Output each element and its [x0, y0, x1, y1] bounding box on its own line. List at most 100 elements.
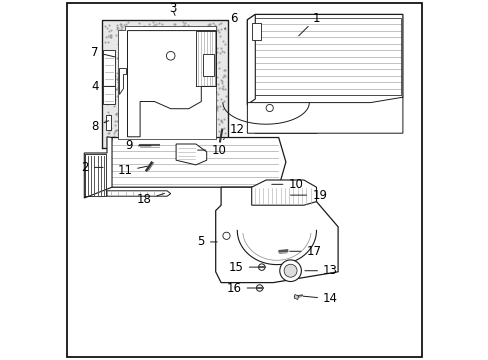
Point: [157, 47, 164, 53]
Text: 19: 19: [290, 189, 326, 202]
Point: [163, 40, 171, 46]
Point: [110, 133, 118, 139]
Point: [119, 97, 127, 103]
Point: [167, 50, 175, 55]
Point: [138, 111, 146, 117]
Point: [119, 35, 127, 40]
Point: [113, 118, 121, 123]
Text: 14: 14: [303, 292, 337, 305]
Point: [137, 60, 144, 66]
Point: [198, 135, 205, 141]
Point: [160, 110, 167, 116]
Point: [150, 94, 158, 100]
Point: [122, 21, 129, 27]
Point: [209, 60, 217, 66]
Text: 6: 6: [224, 12, 237, 29]
Point: [195, 73, 203, 78]
Point: [139, 74, 147, 80]
Point: [163, 109, 171, 115]
Point: [167, 40, 175, 46]
Point: [123, 136, 131, 142]
Point: [213, 105, 221, 111]
Point: [120, 34, 128, 40]
Point: [197, 51, 204, 57]
Point: [138, 128, 145, 134]
Point: [212, 45, 220, 50]
Polygon shape: [107, 191, 170, 196]
Point: [172, 35, 180, 40]
Point: [107, 134, 115, 140]
Point: [106, 127, 114, 133]
Point: [202, 131, 209, 137]
Point: [113, 70, 121, 76]
Point: [199, 123, 206, 129]
Point: [131, 44, 139, 49]
Point: [128, 94, 136, 100]
Polygon shape: [119, 68, 125, 94]
Point: [154, 116, 162, 122]
Text: 17: 17: [289, 245, 321, 258]
Point: [129, 59, 137, 65]
Point: [175, 27, 183, 33]
Point: [220, 116, 227, 121]
Point: [134, 127, 142, 133]
Point: [129, 62, 137, 68]
Point: [105, 122, 113, 128]
Point: [169, 72, 177, 78]
Point: [121, 85, 128, 91]
Point: [105, 113, 113, 118]
Point: [113, 77, 121, 82]
Point: [195, 24, 203, 30]
Point: [112, 86, 120, 92]
Point: [220, 67, 227, 73]
Point: [162, 86, 170, 91]
Point: [186, 129, 194, 134]
Point: [150, 68, 158, 74]
Point: [132, 127, 140, 132]
Point: [104, 33, 112, 39]
Point: [177, 126, 185, 132]
Point: [170, 87, 178, 93]
Point: [202, 24, 209, 30]
Point: [112, 137, 120, 143]
Point: [165, 44, 173, 50]
Point: [126, 119, 134, 125]
Point: [141, 55, 148, 60]
Point: [123, 72, 131, 78]
Point: [181, 28, 189, 34]
Text: 10: 10: [197, 144, 226, 157]
Point: [203, 84, 211, 90]
Point: [112, 32, 120, 38]
Point: [219, 38, 226, 44]
Point: [182, 36, 190, 41]
Point: [150, 46, 158, 52]
Point: [101, 86, 109, 91]
Text: 3: 3: [168, 3, 176, 15]
Point: [174, 110, 182, 116]
Point: [145, 120, 153, 125]
Point: [120, 121, 128, 127]
Point: [202, 96, 210, 102]
Point: [102, 93, 110, 99]
Point: [182, 51, 189, 57]
Point: [142, 58, 150, 64]
Point: [128, 62, 136, 67]
Point: [130, 96, 138, 102]
Point: [116, 49, 123, 54]
Point: [215, 21, 223, 27]
Point: [196, 100, 204, 106]
Point: [185, 69, 193, 75]
Point: [148, 90, 156, 96]
Point: [179, 122, 186, 128]
Point: [183, 116, 190, 122]
Point: [142, 90, 149, 95]
Point: [185, 111, 193, 116]
Point: [195, 132, 203, 138]
Point: [115, 94, 122, 99]
Point: [137, 50, 144, 56]
Point: [173, 47, 181, 53]
Point: [198, 32, 206, 38]
Point: [135, 68, 142, 74]
Point: [102, 64, 109, 70]
Point: [138, 105, 146, 111]
